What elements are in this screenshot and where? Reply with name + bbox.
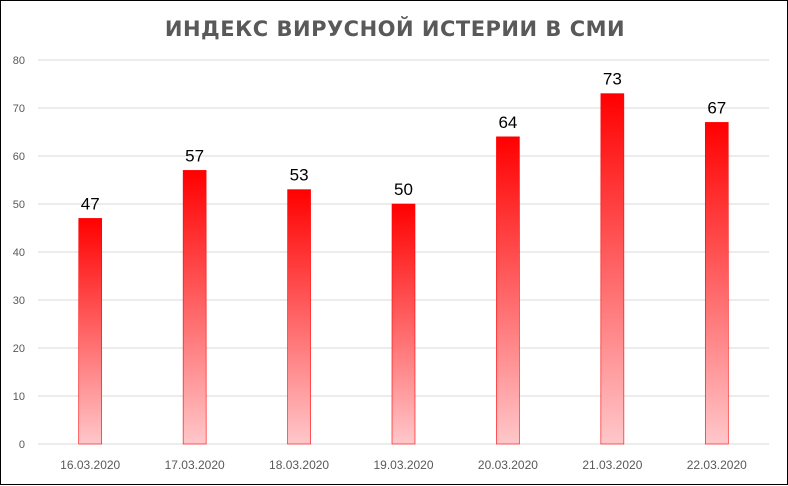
x-tick-label: 16.03.2020 bbox=[60, 458, 120, 472]
y-tick-label: 30 bbox=[13, 295, 25, 307]
y-tick-label: 80 bbox=[13, 55, 25, 67]
data-label: 50 bbox=[394, 180, 413, 199]
bar bbox=[287, 189, 311, 445]
y-tick-label: 40 bbox=[13, 247, 25, 259]
bars bbox=[78, 93, 729, 445]
data-label: 47 bbox=[81, 194, 100, 213]
x-tick-label: 17.03.2020 bbox=[165, 458, 225, 472]
bar bbox=[496, 136, 520, 445]
data-labels: 47 57 53 50 64 73 67 bbox=[81, 70, 726, 214]
x-tick-label: 20.03.2020 bbox=[478, 458, 538, 472]
data-label: 57 bbox=[185, 146, 204, 165]
data-label: 67 bbox=[707, 98, 726, 117]
bar bbox=[704, 122, 729, 445]
data-label: 73 bbox=[603, 70, 622, 89]
bar bbox=[182, 170, 207, 445]
y-tick-label: 70 bbox=[13, 103, 25, 115]
x-tick-label: 19.03.2020 bbox=[373, 458, 433, 472]
x-tick-label: 21.03.2020 bbox=[582, 458, 642, 472]
bar bbox=[391, 203, 416, 445]
y-tick-label: 60 bbox=[13, 151, 25, 163]
y-tick-label: 50 bbox=[13, 199, 25, 211]
y-tick-label: 20 bbox=[13, 343, 25, 355]
data-label: 53 bbox=[290, 166, 309, 185]
chart-title: ИНДЕКС ВИРУСНОЙ ИСТЕРИИ В СМИ bbox=[164, 17, 626, 41]
x-tick-label: 18.03.2020 bbox=[269, 458, 329, 472]
y-tick-label: 0 bbox=[19, 439, 25, 451]
x-axis-ticks: 16.03.2020 17.03.2020 18.03.2020 19.03.2020… bbox=[60, 458, 747, 472]
data-label: 64 bbox=[498, 113, 517, 132]
bar bbox=[78, 218, 103, 445]
y-tick-label: 10 bbox=[13, 391, 25, 403]
y-axis-ticks: 0 10 20 30 40 50 60 70 80 bbox=[13, 55, 25, 451]
x-tick-label: 22.03.2020 bbox=[687, 458, 747, 472]
bar bbox=[600, 93, 625, 445]
